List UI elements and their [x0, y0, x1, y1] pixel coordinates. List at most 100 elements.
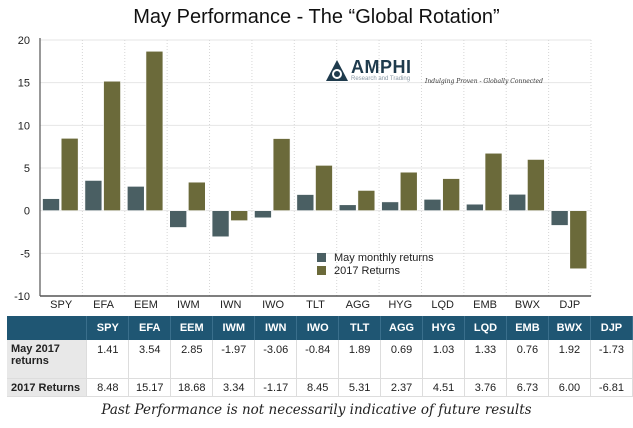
- table-cell: 2.85: [170, 340, 214, 379]
- y-tick-label: 15: [18, 78, 30, 90]
- disclaimer: Past Performance is not necessarily indi…: [101, 402, 532, 418]
- legend-label-ytd: 2017 Returns: [334, 264, 401, 277]
- y-tick-label: 5: [24, 163, 30, 175]
- logo-tagline: Indulging Proven - Globally Connected: [425, 78, 543, 85]
- legend-item-may: May monthly returns: [317, 251, 434, 264]
- table-header-emb: EMB: [506, 316, 549, 340]
- table-header-efa: EFA: [128, 316, 172, 340]
- legend-item-ytd: 2017 Returns: [317, 264, 434, 277]
- bar-may-agg: [338, 204, 357, 211]
- table-header-iwo: IWO: [296, 316, 340, 340]
- table-header-hyg: HYG: [422, 316, 466, 340]
- x-tick-label: TLT: [306, 299, 325, 310]
- returns-table: SPY EFA EEM IWM IWN IWO TLT AGG HYG LQD EMB BWX DJP …: [7, 316, 633, 397]
- bar-ytd-bwx: [527, 159, 545, 211]
- bar-ytd-emb: [484, 152, 503, 211]
- y-tick-label: -10: [14, 291, 30, 303]
- table-cell: 15.17: [128, 378, 172, 397]
- table-cell: 6.00: [548, 378, 591, 397]
- table-cell: 1.33: [464, 340, 507, 379]
- table-header-spy: SPY: [86, 316, 130, 340]
- bar-may-iwm: [169, 210, 187, 228]
- bar-ytd-efa: [103, 80, 121, 211]
- table-row: 2017 Returns 8.48 15.17 18.68 3.34 -1.17 8.45 5…: [7, 378, 633, 397]
- bar-chart: 20 15 10 5 0 -5 -10 SPY EFA EEM IWM IWN IWO TLT AGG HYG…: [14, 35, 592, 310]
- bar-ytd-lqd: [442, 178, 460, 211]
- bar-may-iwo: [254, 210, 272, 219]
- table-cell: 5.31: [338, 378, 382, 397]
- table-cell: 1.03: [422, 340, 466, 379]
- x-tick-label: EFA: [93, 299, 114, 310]
- table-cell: -1.97: [212, 340, 256, 379]
- table-cell: 18.68: [170, 378, 214, 397]
- table-header-iwn: IWN: [254, 316, 298, 340]
- table-row: May 2017 returns 1.41 3.54 2.85 -1.97 -3.06 -0…: [7, 340, 633, 379]
- table-cell: 2.37: [380, 378, 424, 397]
- x-tick-label: IWO: [262, 299, 284, 310]
- table-header-row: SPY EFA EEM IWM IWN IWO TLT AGG HYG LQD EMB BWX DJP: [7, 316, 633, 340]
- x-tick-label: IWN: [220, 299, 241, 310]
- bar-ytd-iwn: [230, 210, 248, 221]
- table-cell: 1.89: [338, 340, 382, 379]
- bar-ytd-spy: [60, 138, 79, 211]
- table-header-bwx: BWX: [548, 316, 591, 340]
- bar-may-bwx: [508, 193, 527, 211]
- x-tick-label: AGG: [346, 299, 370, 310]
- table-cell: -0.84: [296, 340, 340, 379]
- y-tick-label: 10: [18, 120, 30, 132]
- amphi-logo-icon: [326, 59, 348, 81]
- table-cell: 0.76: [506, 340, 549, 379]
- bar-may-eem: [127, 186, 145, 211]
- y-tick-label: 20: [18, 35, 30, 47]
- logo-subtitle: Research and Trading: [351, 76, 411, 82]
- x-tick-label: EEM: [134, 299, 158, 310]
- table-header-eem: EEM: [170, 316, 214, 340]
- table-cell: 6.73: [506, 378, 549, 397]
- table-cell: -6.81: [590, 378, 633, 397]
- amphi-logo: AMPHI Research and Trading: [325, 58, 412, 83]
- bar-ytd-tlt: [315, 165, 333, 211]
- logo-brand: AMPHI: [351, 57, 412, 77]
- x-tick-label: EMB: [473, 299, 497, 310]
- x-tick-label: SPY: [50, 299, 73, 310]
- y-tick-label: -5: [20, 248, 30, 260]
- bar-may-lqd: [423, 199, 442, 211]
- table-header-iwm: IWM: [212, 316, 256, 340]
- table-row-label: 2017 Returns: [7, 378, 88, 397]
- bar-may-djp: [550, 210, 569, 226]
- table-cell: 8.45: [296, 378, 340, 397]
- bar-ytd-iwo: [272, 138, 291, 211]
- bar-may-emb: [466, 203, 484, 211]
- table-header-agg: AGG: [380, 316, 424, 340]
- table-header-tlt: TLT: [338, 316, 382, 340]
- table-body: May 2017 returns 1.41 3.54 2.85 -1.97 -3.06 -0…: [7, 340, 633, 397]
- chart-legend: May monthly returns 2017 Returns: [317, 251, 434, 277]
- y-tick-label: 0: [24, 206, 30, 218]
- table-cell: 1.41: [86, 340, 130, 379]
- legend-swatch-may: [317, 253, 326, 262]
- bar-may-spy: [42, 198, 60, 211]
- legend-swatch-ytd: [317, 266, 326, 275]
- x-tick-label: HYG: [388, 299, 412, 310]
- table-header-djp: DJP: [590, 316, 633, 340]
- table-cell: 1.92: [548, 340, 591, 379]
- x-tick-label: IWM: [177, 299, 200, 310]
- bar-ytd-agg: [357, 190, 376, 211]
- table-header-corner: [7, 316, 88, 340]
- bar-ytd-eem: [145, 50, 164, 211]
- bar-may-efa: [84, 180, 103, 211]
- table-cell: 4.51: [422, 378, 466, 397]
- legend-label-may: May monthly returns: [334, 251, 434, 264]
- bar-ytd-djp: [569, 210, 588, 270]
- x-tick-label: DJP: [559, 299, 580, 310]
- chart-title: May Performance - The “Global Rotation”: [133, 6, 500, 28]
- table-cell: 3.76: [464, 378, 507, 397]
- bar-may-hyg: [381, 201, 399, 211]
- table-cell: -1.17: [254, 378, 298, 397]
- table-header-lqd: LQD: [464, 316, 507, 340]
- table-row-label: May 2017 returns: [7, 340, 88, 379]
- table-cell: 8.48: [86, 378, 130, 397]
- x-tick-label: LQD: [431, 299, 454, 310]
- table-cell: -3.06: [254, 340, 298, 379]
- table-cell: -1.73: [590, 340, 633, 379]
